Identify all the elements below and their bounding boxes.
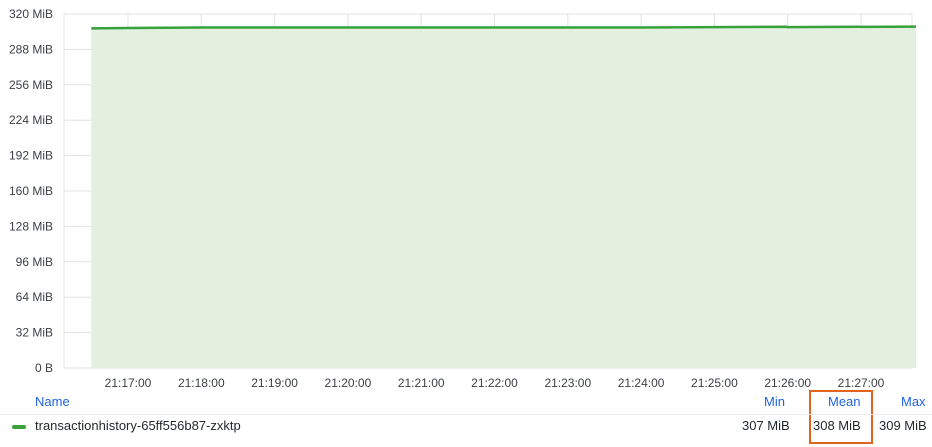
y-tick-label: 64 MiB (16, 290, 53, 304)
x-tick-label: 21:23:00 (544, 376, 591, 390)
x-tick-label: 21:22:00 (471, 376, 518, 390)
legend-value-max: 309 MiB (879, 418, 927, 433)
y-axis-ticks: 0 B 32 MiB 64 MiB 96 MiB 128 MiB 160 MiB 192 M… (9, 7, 53, 375)
series-line[interactable] (91, 25, 917, 30)
x-tick-label: 21:24:00 (618, 376, 665, 390)
legend-header-name[interactable]: Name (35, 394, 70, 409)
y-tick-label: 0 B (35, 361, 53, 375)
y-tick-label: 256 MiB (9, 78, 53, 92)
legend-value-mean: 308 MiB (813, 418, 861, 433)
y-tick-label: 288 MiB (9, 42, 53, 56)
y-tick-label: 160 MiB (9, 184, 53, 198)
legend-series-name[interactable]: transactionhistory-65ff556b87-zxktp (35, 418, 241, 433)
y-tick-label: 128 MiB (9, 219, 53, 233)
y-tick-label: 32 MiB (16, 326, 53, 340)
y-tick-label: 320 MiB (9, 7, 53, 21)
legend-row[interactable] (0, 414, 932, 437)
y-tick-label: 192 MiB (9, 149, 53, 163)
x-tick-label: 21:17:00 (105, 376, 152, 390)
x-tick-label: 21:21:00 (398, 376, 445, 390)
x-tick-label: 21:25:00 (691, 376, 738, 390)
y-tick-label: 96 MiB (16, 255, 53, 269)
legend-header-mean[interactable]: Mean (828, 394, 861, 409)
x-tick-label: 21:19:00 (251, 376, 298, 390)
legend-header-min[interactable]: Min (764, 394, 785, 409)
legend-header-max[interactable]: Max (901, 394, 926, 409)
series-color-swatch[interactable] (12, 425, 26, 429)
x-axis-ticks: 21:17:00 21:18:00 21:19:00 21:20:00 21:21:00… (105, 376, 885, 390)
legend-table: Name Min Mean Max transactionhistory-65f… (0, 390, 932, 447)
y-tick-label: 224 MiB (9, 113, 53, 127)
x-tick-label: 21:27:00 (838, 376, 885, 390)
x-tick-label: 21:20:00 (325, 376, 372, 390)
legend-value-min: 307 MiB (742, 418, 790, 433)
series-area-fill (91, 26, 917, 368)
x-tick-label: 21:18:00 (178, 376, 225, 390)
mean-highlight-box (809, 390, 873, 444)
memory-chart: 0 B 32 MiB 64 MiB 96 MiB 128 MiB 160 MiB 192 M… (9, 7, 917, 390)
x-tick-label: 21:26:00 (764, 376, 811, 390)
